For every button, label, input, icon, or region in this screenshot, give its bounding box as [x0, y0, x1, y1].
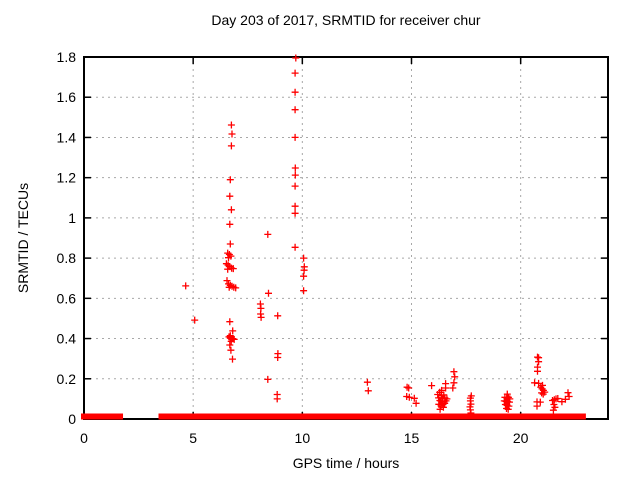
x-tick-label: 0: [80, 430, 88, 446]
zero-band-segment: [296, 413, 443, 420]
y-tick-label: 0.8: [57, 250, 77, 266]
y-tick-label: 0.2: [57, 371, 77, 387]
x-tick-label: 20: [513, 430, 529, 446]
y-tick-label: 0.6: [57, 290, 77, 306]
zero-band-segment: [81, 413, 124, 420]
zero-band-segment: [278, 413, 299, 420]
zero-band-segment: [546, 413, 560, 420]
x-tick-label: 15: [404, 430, 420, 446]
zero-band-segment: [445, 413, 478, 420]
zero-band-segment: [504, 413, 542, 420]
zero-band-segment: [439, 413, 449, 420]
y-tick-label: 1.2: [57, 170, 77, 186]
y-tick-label: 0.4: [57, 331, 77, 347]
axis-border: [83, 56, 609, 420]
zero-band-segment: [538, 413, 549, 420]
chart-title: Day 203 of 2017, SRMTID for receiver chu…: [211, 12, 481, 28]
zero-band-segment: [475, 413, 509, 420]
zero-band-segment: [555, 413, 586, 420]
x-tick-label: 5: [189, 430, 197, 446]
y-tick-label: 1.4: [57, 129, 77, 145]
y-tick-label: 1: [68, 210, 76, 226]
zero-band-segment: [230, 413, 281, 420]
x-axis-label: GPS time / hours: [292, 455, 400, 471]
y-tick-label: 0: [68, 411, 76, 427]
scatter-points: [182, 54, 573, 417]
x-tick-label: 10: [295, 430, 311, 446]
y-tick-label: 1.8: [57, 49, 77, 65]
zero-band-segment: [158, 413, 233, 420]
y-tick-label: 1.6: [57, 89, 77, 105]
